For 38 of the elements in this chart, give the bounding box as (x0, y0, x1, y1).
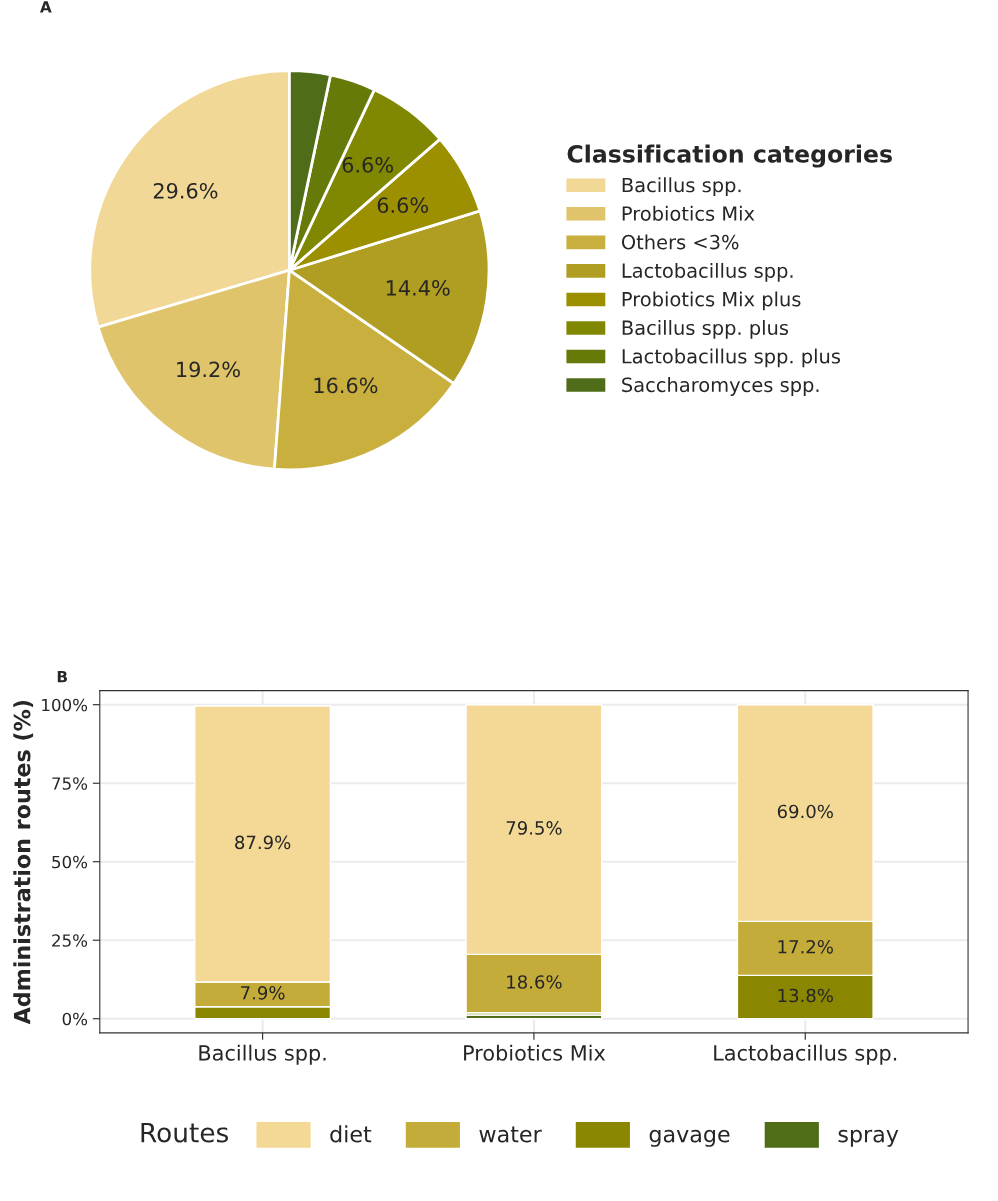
legend-label: Bacillus spp. (622, 177, 741, 197)
legend-label: Lactobacillus spp. plus (622, 348, 841, 368)
data-label: 13.8% (778, 988, 833, 1003)
y-tick-label: 75% (52, 777, 88, 790)
data-label: 6.6% (377, 197, 429, 214)
y-tick-label: 0% (62, 1012, 88, 1026)
y-tick-label: 50% (52, 855, 88, 869)
legend-title: Routes (141, 1122, 229, 1143)
data-label: 87.9% (235, 835, 291, 850)
data-label: 29.6% (153, 182, 218, 199)
chart-title: A (39, 1, 52, 13)
x-tick-label: Probiotics Mix (464, 1044, 606, 1061)
x-tick-label: Bacillus spp. (199, 1044, 326, 1065)
legend-label: Saccharomyces spp. (622, 377, 819, 396)
chart-title: B (57, 671, 67, 683)
data-label: 7.9% (241, 985, 285, 1000)
data-label: 17.2% (778, 939, 833, 954)
legend-label: diet (330, 1125, 372, 1143)
data-label: 19.2% (177, 361, 240, 378)
data-label: 69.0% (777, 804, 833, 819)
legend-title: Classification categories (567, 144, 892, 168)
data-label: 14.4% (386, 280, 450, 296)
data-label: 6.6% (342, 157, 393, 173)
legend-label: Bacillus spp. plus (622, 320, 789, 339)
legend-label: water (479, 1126, 542, 1143)
legend-label: Others <3% (621, 234, 739, 250)
data-label: 16.6% (314, 377, 378, 394)
y-tick-label: 25% (52, 934, 88, 947)
legend-label: gavage (649, 1129, 730, 1147)
legend-label: Probiotics Mix (622, 205, 755, 221)
legend-label: Probiotics Mix plus (622, 291, 801, 311)
x-tick-label: Lactobacillus spp. (714, 1044, 897, 1065)
data-label: 18.6% (507, 975, 562, 989)
y-tick-label: 100% (42, 698, 88, 712)
legend-label: Lactobacillus spp. (622, 262, 793, 282)
y-axis-title: Administration routes (%) (13, 700, 34, 1025)
legend-label: spray (838, 1129, 899, 1147)
data-label: 79.5% (506, 821, 562, 835)
